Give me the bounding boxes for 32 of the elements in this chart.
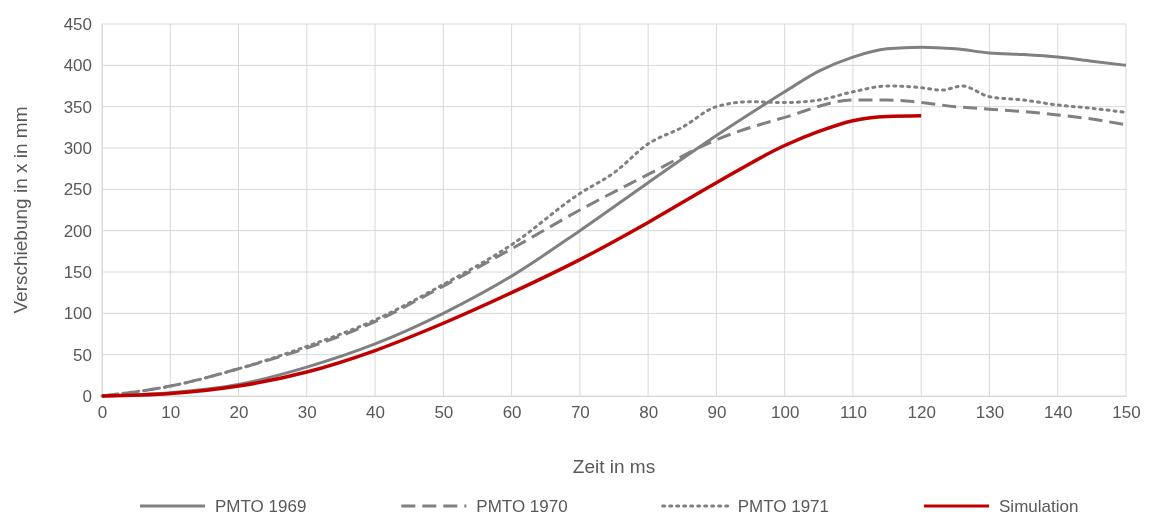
x-tick-label: 150: [1112, 403, 1141, 423]
x-tick-label: 120: [907, 403, 936, 423]
x-tick-label: 60: [502, 403, 522, 423]
y-tick-label: 100: [63, 304, 92, 324]
x-tick-label: 90: [707, 403, 727, 423]
legend-label: PMTO 1970: [476, 497, 568, 516]
legend-label: PMTO 1969: [215, 497, 307, 516]
x-tick-label: 30: [297, 403, 317, 423]
legend-label: Simulation: [999, 497, 1079, 516]
x-tick-label: 130: [975, 403, 1005, 423]
x-tick-label: 50: [434, 403, 454, 423]
x-tick-label: 70: [570, 403, 590, 423]
x-tick-label: 20: [229, 403, 249, 423]
x-tick-label: 140: [1044, 403, 1073, 423]
y-tick-label: 50: [73, 345, 92, 365]
x-tick-label: 110: [839, 403, 867, 423]
y-tick-label: 450: [63, 14, 92, 34]
y-tick-label: 350: [63, 97, 92, 117]
x-tick-label: 0: [97, 403, 108, 423]
y-axis-title: Verschiebung in x in mm: [10, 106, 31, 314]
x-axis-title: Zeit in ms: [572, 456, 656, 477]
y-tick-label: 200: [63, 221, 92, 241]
x-tick-label: 10: [161, 403, 181, 423]
y-tick-label: 400: [63, 56, 92, 76]
x-tick-label: 80: [639, 403, 659, 423]
y-tick-label: 0: [82, 386, 92, 406]
x-tick-label: 40: [366, 403, 386, 423]
legend-label: PMTO 1971: [737, 497, 830, 516]
y-tick-label: 150: [63, 262, 92, 282]
x-tick-label: 100: [770, 403, 800, 423]
y-tick-label: 250: [63, 180, 92, 200]
y-tick-label: 300: [63, 138, 92, 158]
